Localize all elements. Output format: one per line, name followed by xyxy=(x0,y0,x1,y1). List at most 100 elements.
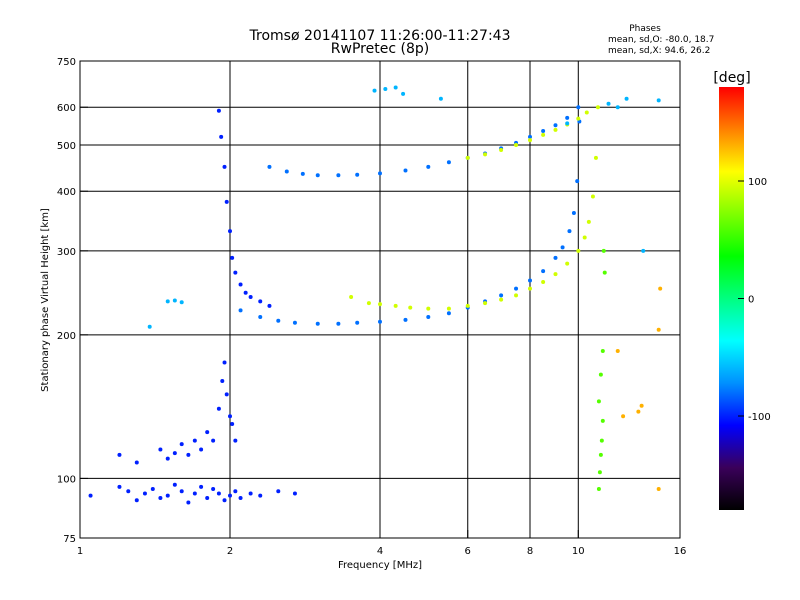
data-point xyxy=(528,278,532,283)
chart-title: Tromsø 20141107 11:26:00-11:27:43 xyxy=(249,28,511,44)
data-point xyxy=(528,286,532,291)
data-point xyxy=(284,169,289,174)
data-point xyxy=(199,447,204,452)
data-point xyxy=(300,171,305,176)
data-point xyxy=(267,164,272,169)
data-point xyxy=(621,414,626,419)
data-point xyxy=(446,160,451,165)
data-point xyxy=(228,414,232,419)
data-point xyxy=(553,127,558,132)
colorbar-tick-label: 100 xyxy=(748,177,767,188)
data-point xyxy=(565,261,570,266)
data-point xyxy=(582,235,587,240)
data-point xyxy=(514,142,519,147)
stats-o-mode: mean, sd,O: -80.0, 18.7 xyxy=(608,35,714,45)
data-point xyxy=(514,286,519,291)
data-point xyxy=(126,489,131,494)
data-point xyxy=(258,493,263,498)
data-point xyxy=(117,452,122,457)
data-point xyxy=(553,272,558,277)
data-point xyxy=(372,88,377,93)
x-tick-label: 10 xyxy=(572,546,585,557)
data-point xyxy=(233,270,238,275)
data-point xyxy=(165,493,170,498)
data-point xyxy=(205,430,210,435)
y-tick-label: 750 xyxy=(57,57,76,68)
data-point xyxy=(483,301,488,306)
data-point xyxy=(315,321,320,326)
data-point xyxy=(233,489,238,494)
data-point xyxy=(571,211,576,216)
data-point xyxy=(158,447,163,452)
data-point xyxy=(378,171,382,176)
data-point xyxy=(401,91,406,96)
data-point xyxy=(366,301,371,306)
data-point xyxy=(602,270,607,275)
data-point xyxy=(541,269,546,274)
data-point xyxy=(349,295,354,300)
data-point xyxy=(258,314,263,319)
data-point xyxy=(586,219,591,224)
data-point xyxy=(393,303,398,308)
data-point xyxy=(216,406,221,411)
data-point xyxy=(172,298,177,303)
data-point xyxy=(590,194,595,199)
stats-x-mode: mean, sd,X: 94.6, 26.2 xyxy=(608,46,710,56)
data-point xyxy=(593,155,598,160)
data-point xyxy=(205,495,210,500)
data-point xyxy=(134,498,139,503)
data-point xyxy=(192,491,197,496)
data-point xyxy=(378,302,382,307)
x-tick-label: 8 xyxy=(527,546,533,557)
data-point xyxy=(88,493,93,498)
data-point xyxy=(598,452,603,457)
data-point xyxy=(292,491,297,496)
data-point xyxy=(615,348,620,353)
y-axis-ticks: 75 100 200 300 400 500 600 750 xyxy=(57,57,88,545)
data-point xyxy=(596,399,601,404)
colorbar-tick-label: 0 xyxy=(748,295,754,306)
data-point xyxy=(576,116,581,121)
data-point xyxy=(222,498,227,503)
data-point xyxy=(528,138,532,143)
data-points xyxy=(88,85,663,505)
data-point xyxy=(117,484,122,489)
data-point xyxy=(199,484,204,489)
data-point xyxy=(192,438,197,443)
data-point xyxy=(584,110,589,115)
data-point xyxy=(483,152,488,157)
data-point xyxy=(656,487,661,492)
data-point xyxy=(438,96,443,101)
y-tick-label: 100 xyxy=(57,474,76,485)
data-point xyxy=(238,495,243,500)
colorbar-ticks: 100 0 -100 xyxy=(738,177,771,423)
y-tick-label: 400 xyxy=(57,187,76,198)
data-point xyxy=(597,470,602,475)
colorbar-label: [deg] xyxy=(713,70,750,86)
data-point xyxy=(383,87,388,92)
y-axis-label: Stationary phase Virtual Height [km] xyxy=(40,208,51,392)
data-point xyxy=(165,299,170,304)
data-point xyxy=(165,456,170,461)
data-point xyxy=(528,134,532,139)
data-point xyxy=(565,115,570,120)
data-point xyxy=(576,248,581,253)
data-point xyxy=(186,500,191,505)
data-point xyxy=(142,491,147,496)
data-point xyxy=(541,128,546,133)
data-point xyxy=(499,293,504,298)
x-tick-label: 4 xyxy=(377,546,383,557)
data-point xyxy=(248,295,253,300)
data-point xyxy=(276,318,281,323)
data-point xyxy=(426,164,431,169)
data-point xyxy=(600,418,605,423)
data-point xyxy=(641,248,646,253)
data-point xyxy=(238,282,243,287)
data-point xyxy=(258,299,263,304)
data-point xyxy=(514,293,519,298)
x-tick-label: 16 xyxy=(674,546,687,557)
data-point xyxy=(595,105,600,110)
data-point xyxy=(567,229,572,234)
data-point xyxy=(336,173,341,178)
